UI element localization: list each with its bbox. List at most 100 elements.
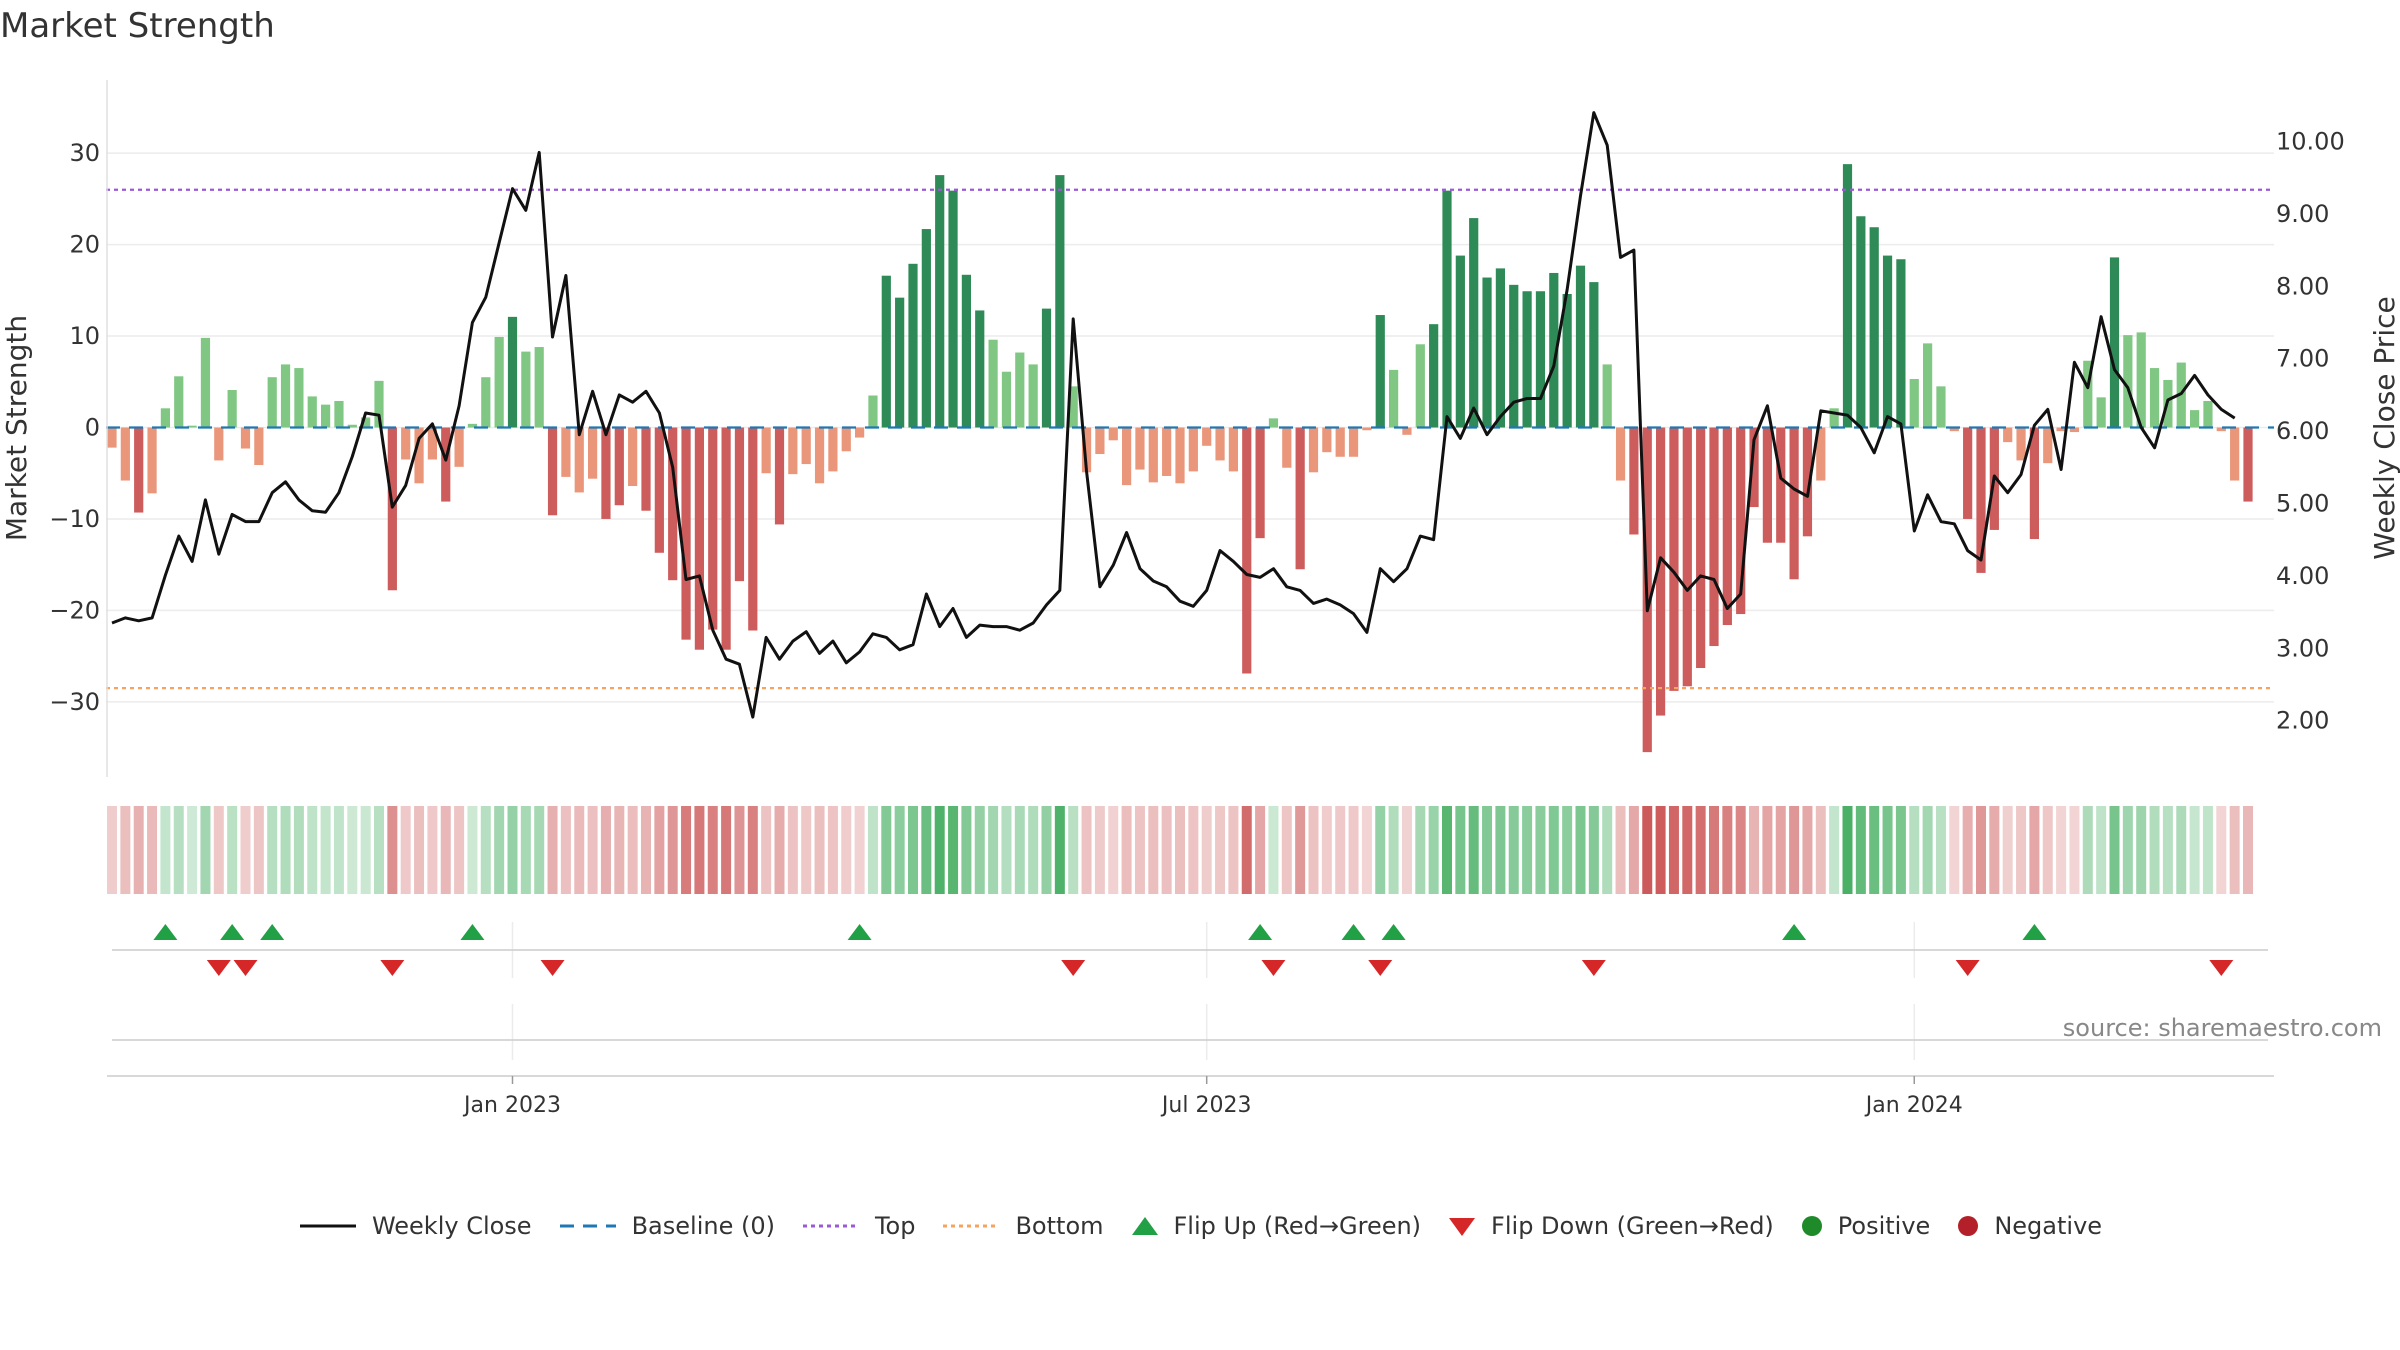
strength-bar xyxy=(294,368,304,428)
heat-cell xyxy=(2082,806,2093,894)
heat-cell xyxy=(2202,806,2213,894)
strength-bar xyxy=(334,400,344,428)
strength-bar xyxy=(1482,277,1492,428)
strength-bar xyxy=(1909,379,1919,428)
heat-cell xyxy=(1882,806,1893,894)
weekly-close-line xyxy=(111,111,2236,719)
strength-bar xyxy=(1001,371,1012,428)
strength-bar xyxy=(988,339,998,428)
chart-title: Market Strength xyxy=(0,6,275,46)
y2-tick-label: 2.00 xyxy=(2276,707,2329,735)
legend-label: Flip Up (Red→Green) xyxy=(1173,1212,1422,1240)
strength-bar xyxy=(1429,324,1439,428)
heat-cell xyxy=(1428,806,1439,894)
strength-bar xyxy=(414,427,424,484)
legend-item-weekly-close[interactable]: Weekly Close xyxy=(298,1212,532,1240)
y-tick-label: −20 xyxy=(49,596,100,624)
axes: 30 20 10 0 −10 −20 −30 10.00 9.00 8.00 7.00 6.00 5.0… xyxy=(0,80,2400,777)
legend: Weekly Close Baseline (0) Top Bottom Fli… xyxy=(0,1206,2400,1246)
legend-item-flip-up[interactable]: Flip Up (Red→Green) xyxy=(1130,1212,1422,1240)
strength-bar xyxy=(1322,427,1332,453)
heat-cell xyxy=(2176,806,2187,894)
strength-bar xyxy=(1549,272,1559,428)
strength-bar xyxy=(1615,427,1626,481)
strength-bar xyxy=(721,427,731,650)
strength-bar xyxy=(921,229,931,428)
legend-label: Negative xyxy=(1994,1212,2103,1240)
legend-item-top[interactable]: Top xyxy=(801,1212,915,1240)
strength-bar xyxy=(1562,293,1572,428)
strength-bar xyxy=(1976,427,1986,573)
strength-bar xyxy=(734,427,745,582)
heat-cell xyxy=(2069,806,2080,894)
strength-bar xyxy=(1068,386,1078,428)
heat-cell xyxy=(1361,806,1372,894)
y2-tick-label: 4.00 xyxy=(2276,562,2329,590)
strength-bar xyxy=(961,274,971,428)
heat-cell xyxy=(1802,806,1813,894)
legend-item-flip-down[interactable]: Flip Down (Green→Red) xyxy=(1447,1212,1774,1240)
heat-cell xyxy=(881,806,892,894)
y-tick-label: 20 xyxy=(69,231,100,259)
strength-bar xyxy=(1722,427,1732,626)
heat-cell xyxy=(1094,806,1105,894)
heat-cell xyxy=(200,806,211,894)
heat-cell xyxy=(440,806,451,894)
heat-cell xyxy=(1962,806,1973,894)
strength-bar xyxy=(427,427,437,460)
heat-cell xyxy=(347,806,358,894)
legend-label: Baseline (0) xyxy=(631,1212,775,1240)
strength-bar xyxy=(1936,386,1946,428)
strength-bar xyxy=(134,427,144,513)
legend-item-baseline[interactable]: Baseline (0) xyxy=(558,1212,775,1240)
heat-cell xyxy=(280,806,291,894)
heat-cell xyxy=(867,806,878,894)
heat-cell xyxy=(827,806,838,894)
heat-cell xyxy=(160,806,171,894)
heat-cell xyxy=(1268,806,1279,894)
heat-cell xyxy=(1308,806,1319,894)
strength-bar xyxy=(1348,427,1359,457)
legend-label: Positive xyxy=(1837,1212,1931,1240)
strength-bar xyxy=(2043,427,2053,464)
legend-item-negative[interactable]: Negative xyxy=(1956,1212,2102,1240)
strength-bar xyxy=(280,364,291,428)
heat-cell xyxy=(1655,806,1666,894)
heat-cell xyxy=(1041,806,1052,894)
strength-bar xyxy=(574,427,584,493)
heat-cell xyxy=(1482,806,1493,894)
heat-cell xyxy=(1241,806,1252,894)
strength-bar xyxy=(1455,255,1465,428)
heat-cell xyxy=(307,806,318,894)
heat-cell xyxy=(1709,806,1719,894)
strength-bar xyxy=(507,316,518,428)
heat-cell xyxy=(1762,806,1773,894)
heat-cell xyxy=(1028,806,1039,894)
heat-cell xyxy=(734,806,745,894)
weekly-close-series xyxy=(111,111,2236,719)
strength-bar xyxy=(694,427,704,650)
strength-bar xyxy=(441,427,451,502)
flip-down-marker xyxy=(2209,960,2234,976)
strength-bar xyxy=(681,427,691,640)
strength-bar xyxy=(2109,257,2120,428)
legend-item-positive[interactable]: Positive xyxy=(1800,1212,1931,1240)
flip-up-marker xyxy=(847,924,872,940)
strength-bar xyxy=(1402,427,1412,435)
strength-bar xyxy=(1656,427,1666,716)
flip-down-marker xyxy=(206,960,231,976)
strength-bar xyxy=(788,427,798,475)
heat-cell xyxy=(480,806,491,894)
heat-cell xyxy=(908,806,918,894)
heat-cell xyxy=(1935,806,1946,894)
dotted-line-swatch-icon xyxy=(943,1224,1000,1228)
strength-bar xyxy=(1762,427,1772,543)
heat-cell xyxy=(721,806,732,894)
y-tick-label: 0 xyxy=(85,414,100,442)
y-tick-label: 10 xyxy=(69,322,100,350)
legend-item-bottom[interactable]: Bottom xyxy=(941,1212,1104,1240)
strength-bar xyxy=(814,427,825,484)
heat-cell xyxy=(387,806,398,894)
strength-bar xyxy=(547,427,558,516)
strength-bar xyxy=(1882,255,1893,428)
